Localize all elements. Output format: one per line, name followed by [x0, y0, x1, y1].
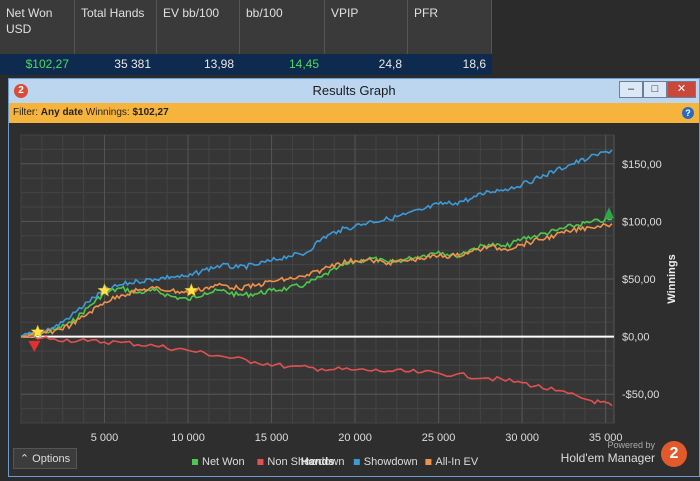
x-tick-label: 35 000 [589, 432, 623, 444]
y-axis-label: Winnings [666, 254, 678, 303]
filter-label: Filter: [13, 107, 38, 118]
window-titlebar[interactable]: 2 Results Graph – □ ✕ [9, 79, 699, 103]
winnings-label: Winnings: [85, 107, 130, 118]
options-button[interactable]: ⌃ Options [13, 448, 77, 469]
triangle-up-marker [603, 207, 614, 219]
value-net-won: $102,27 [25, 57, 69, 71]
x-tick-label: 20 000 [338, 432, 372, 444]
header-total-hands[interactable]: Total Hands [75, 0, 157, 54]
value-ev-bb100: 13,98 [203, 57, 234, 71]
value-bb100: 14,45 [288, 57, 319, 71]
chevron-up-icon: ⌃ [19, 453, 30, 465]
results-chart-svg: $150,00 $100,00 $50,00 $0,00 -$50,00 5 000 10 … [20, 134, 678, 468]
series-line-all-in-ev [21, 222, 613, 339]
header-bb100[interactable]: bb/100 [240, 0, 325, 54]
value-pfr: 18,6 [462, 57, 486, 71]
y-tick-label: $100,00 [622, 216, 662, 228]
legend-label: Showdown [364, 456, 418, 468]
y-tick-label: $0,00 [622, 332, 650, 344]
x-axis-label: Hands [301, 456, 335, 468]
x-tick-label: 5 000 [91, 432, 119, 444]
powered-by-text: Powered by [607, 440, 655, 450]
legend-swatch [353, 459, 360, 465]
filter-bar[interactable]: Filter: Any date Winnings: $102,27 ? [9, 103, 699, 123]
options-label: Options [32, 453, 71, 465]
triangle-down-marker [28, 340, 41, 352]
stats-value-row[interactable]: $102,27 35 381 13,98 14,45 24,8 18,6 [0, 54, 492, 75]
series-line-net-won [20, 216, 613, 338]
star-marker [97, 282, 112, 297]
stats-header-row: Net Won USD Total Hands EV bb/100 bb/100… [0, 0, 492, 54]
x-tick-label: 25 000 [422, 432, 456, 444]
results-chart: $150,00 $100,00 $50,00 $0,00 -$50,00 5 000 10 … [9, 123, 699, 476]
winnings-value: $102,27 [132, 107, 169, 118]
help-icon[interactable]: ? [682, 107, 694, 119]
legend-swatch [192, 459, 198, 465]
x-tick-label: 15 000 [255, 432, 289, 444]
x-tick-label: 10 000 [171, 432, 205, 444]
value-vpip: 24,8 [378, 57, 402, 71]
legend-swatch [257, 459, 264, 465]
legend-label: Net Won [202, 456, 245, 468]
maximize-button[interactable]: □ [643, 81, 667, 98]
header-net-won[interactable]: Net Won USD [0, 0, 75, 54]
filter-date: Any date [40, 107, 84, 118]
legend-label: All-In EV [435, 456, 478, 468]
close-button[interactable]: ✕ [667, 81, 696, 98]
legend-swatch [425, 459, 432, 465]
star-marker [30, 324, 46, 339]
app-logo-icon: 2 [14, 84, 28, 98]
hm-logo-icon: 2 [661, 441, 687, 467]
window-title: Results Graph [312, 83, 396, 98]
value-total-hands: 35 381 [114, 57, 151, 71]
results-graph-window: 2 Results Graph – □ ✕ Filter: Any date W… [8, 78, 700, 477]
minimize-button[interactable]: – [619, 81, 643, 98]
header-vpip[interactable]: VPIP [325, 0, 408, 54]
y-tick-label: -$50,00 [622, 389, 659, 401]
stats-table: Net Won USD Total Hands EV bb/100 bb/100… [0, 0, 492, 75]
header-ev-bb100[interactable]: EV bb/100 [157, 0, 240, 54]
y-tick-label: $50,00 [622, 274, 656, 286]
x-tick-label: 30 000 [505, 432, 539, 444]
series-line-non-showdown [20, 334, 613, 407]
y-tick-label: $150,00 [622, 159, 662, 171]
series-line-showdown [20, 149, 613, 338]
legend-label: Non Showdown [267, 456, 344, 468]
star-marker [184, 282, 199, 297]
header-pfr[interactable]: PFR [408, 0, 492, 54]
brand-name: Hold'em Manager [560, 451, 655, 465]
